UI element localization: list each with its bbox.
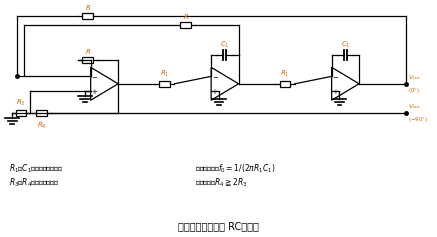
- Text: $R$: $R$: [85, 47, 91, 56]
- Text: 図４　状態変数形 RC発振器: 図４ 状態変数形 RC発振器: [177, 221, 258, 231]
- Bar: [82, 57, 93, 63]
- Bar: [82, 13, 93, 19]
- Text: $V_{out}$: $V_{out}$: [408, 102, 422, 111]
- Bar: [36, 110, 47, 116]
- Text: $(0°)$: $(0°)$: [408, 86, 420, 95]
- Text: $C_1$: $C_1$: [340, 40, 350, 50]
- Text: $R_1$: $R_1$: [160, 69, 170, 79]
- Text: $(-90°)$: $(-90°)$: [408, 115, 428, 124]
- Text: $+$: $+$: [91, 87, 98, 96]
- Text: 発振周波数：$f_0 = 1/(2\pi R_1 C_1)$: 発振周波数：$f_0 = 1/(2\pi R_1 C_1)$: [195, 163, 276, 175]
- Text: $+$: $+$: [332, 87, 339, 96]
- Text: $V_{out}$: $V_{out}$: [408, 73, 422, 82]
- Text: $C_1$: $C_1$: [220, 40, 229, 50]
- Text: $R_1$，$C_1$：周波数設定素子: $R_1$，$C_1$：周波数設定素子: [9, 163, 64, 175]
- Text: $R_4$: $R_4$: [37, 121, 47, 131]
- Text: $-$: $-$: [332, 73, 339, 79]
- Bar: [280, 81, 291, 87]
- Text: $+$: $+$: [212, 87, 218, 96]
- Bar: [159, 81, 170, 87]
- Text: $R_3$，$R_4$：振幅制御素子: $R_3$，$R_4$：振幅制御素子: [9, 177, 60, 189]
- Text: $R_1$: $R_1$: [281, 69, 290, 79]
- Text: $-$: $-$: [91, 73, 98, 79]
- Bar: [180, 22, 191, 28]
- Bar: [16, 110, 26, 116]
- Text: $R_3$: $R_3$: [16, 98, 26, 108]
- Text: 発振条件：$R_4 \geqq 2R_3$: 発振条件：$R_4 \geqq 2R_3$: [195, 177, 248, 189]
- Text: $R$: $R$: [183, 12, 189, 21]
- Text: $R$: $R$: [85, 3, 91, 12]
- Text: $-$: $-$: [212, 73, 218, 79]
